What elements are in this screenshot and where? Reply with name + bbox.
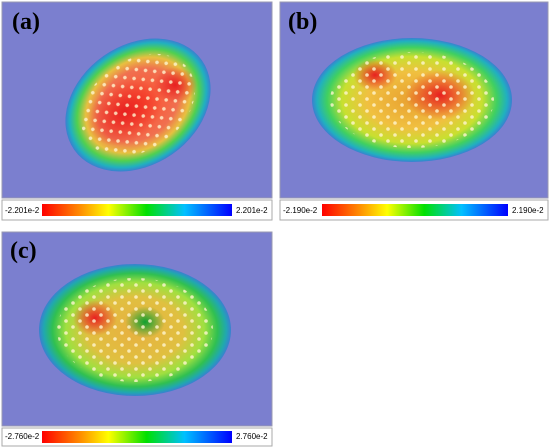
colorbar [42,431,232,443]
colorbar [42,204,232,216]
panel-a: (a) -2.201e-2 2.201e-2 [1,1,273,221]
colorbar-min: -2.190e-2 [283,206,318,215]
atoms [81,53,195,157]
colorbar [322,204,508,216]
colorbar-min: -2.201e-2 [5,206,40,215]
panel-label: (b) [288,9,317,35]
colorbar-min: -2.760e-2 [5,432,40,441]
colorbar-max: 2.201e-2 [236,206,268,215]
colorbar-max: 2.190e-2 [512,206,544,215]
atoms [57,278,213,382]
colorbar-max: 2.760e-2 [236,432,268,441]
panel-label: (c) [10,238,37,264]
panel-label: (a) [12,9,40,35]
panel-b: (b) -2.190e-2 2.190e-2 [279,1,549,221]
atoms [330,52,494,148]
panel-c: (c) -2.760e-2 2.760e-2 [1,231,273,447]
